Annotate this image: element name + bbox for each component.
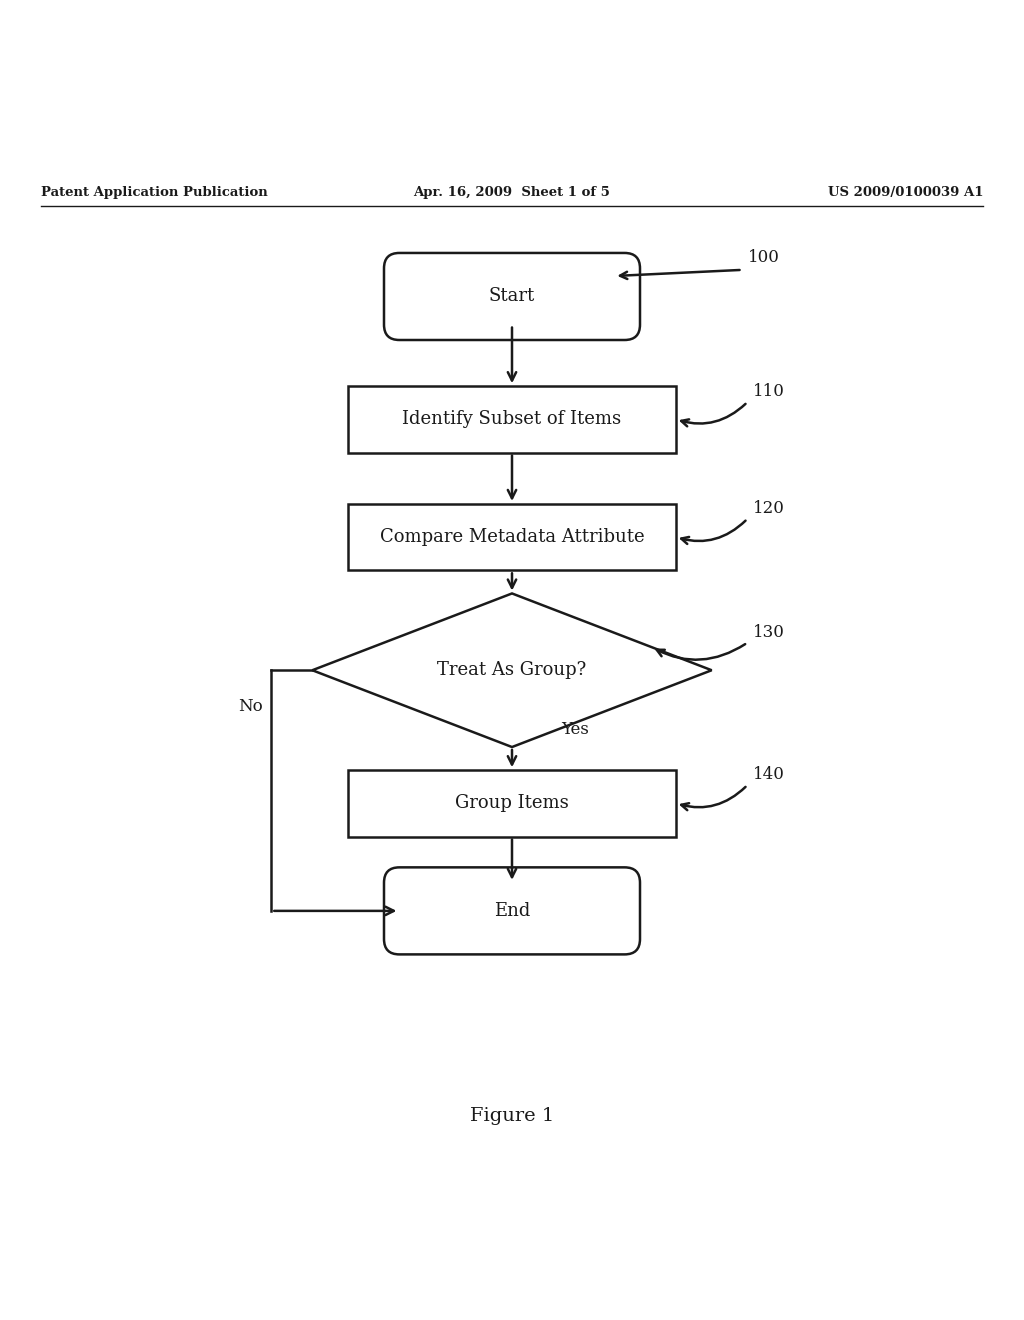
Text: Patent Application Publication: Patent Application Publication [41, 186, 267, 198]
Text: 140: 140 [753, 766, 784, 783]
Text: Yes: Yes [561, 721, 589, 738]
Text: 100: 100 [748, 249, 779, 267]
Text: US 2009/0100039 A1: US 2009/0100039 A1 [827, 186, 983, 198]
Text: Apr. 16, 2009  Sheet 1 of 5: Apr. 16, 2009 Sheet 1 of 5 [414, 186, 610, 198]
Text: Start: Start [488, 288, 536, 305]
Text: No: No [239, 697, 263, 714]
Text: 110: 110 [753, 383, 784, 400]
Text: Compare Metadata Attribute: Compare Metadata Attribute [380, 528, 644, 546]
FancyBboxPatch shape [384, 867, 640, 954]
Text: Group Items: Group Items [455, 795, 569, 812]
Text: End: End [494, 902, 530, 920]
Text: 130: 130 [753, 624, 784, 640]
Polygon shape [312, 594, 712, 747]
Text: Identify Subset of Items: Identify Subset of Items [402, 411, 622, 429]
Text: 120: 120 [753, 500, 784, 517]
Bar [348, 504, 676, 570]
Text: Figure 1: Figure 1 [470, 1106, 554, 1125]
Bar [348, 770, 676, 837]
Bar [348, 385, 676, 453]
Text: Treat As Group?: Treat As Group? [437, 661, 587, 680]
FancyBboxPatch shape [384, 253, 640, 341]
